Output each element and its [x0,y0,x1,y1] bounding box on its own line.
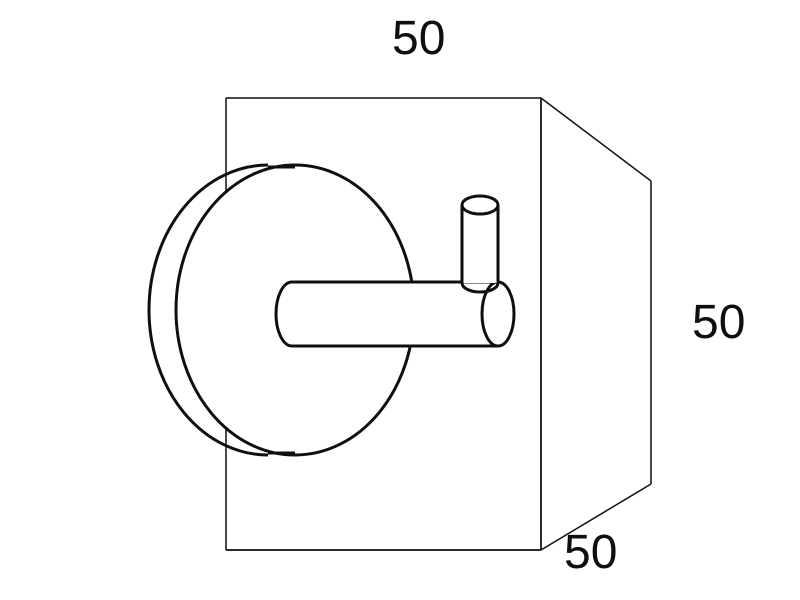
dimension-top: 50 [392,12,445,65]
dimension-right: 50 [692,296,745,349]
technical-drawing: 50 50 50 [0,0,800,600]
dimension-bottom: 50 [564,526,617,579]
